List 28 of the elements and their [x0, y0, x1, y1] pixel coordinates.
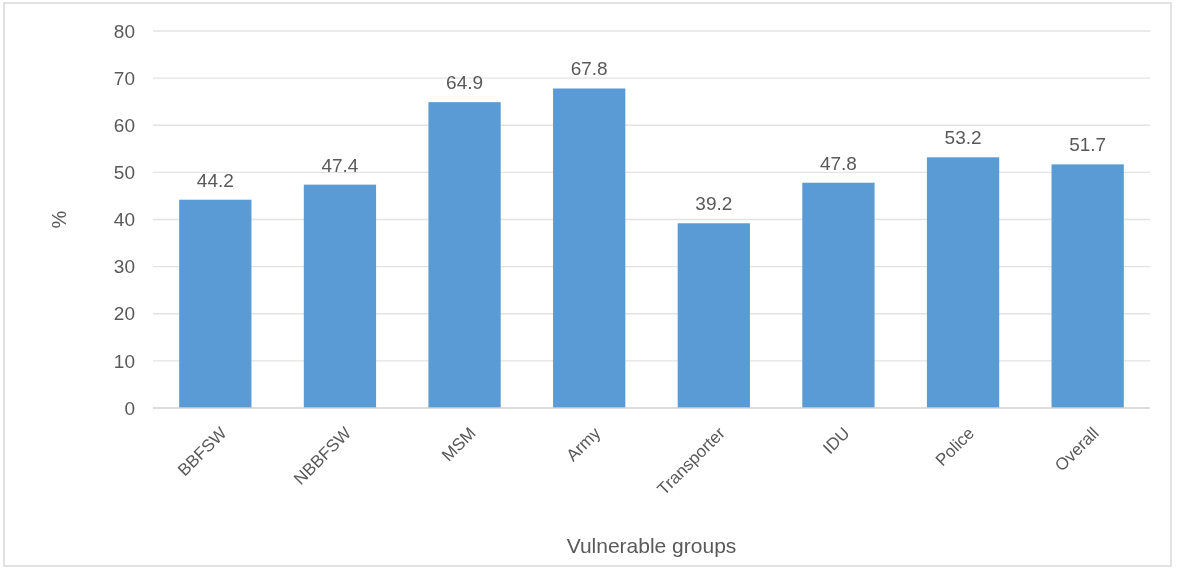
data-label: 64.9 — [446, 72, 484, 94]
data-label: 67.8 — [570, 58, 608, 80]
y-tick-label: 10 — [113, 350, 135, 372]
x-axis-title: Vulnerable groups — [566, 534, 737, 557]
bar — [428, 102, 501, 408]
y-tick-label: 30 — [113, 256, 135, 278]
data-label: 39.2 — [695, 193, 733, 215]
data-label: 44.2 — [196, 169, 234, 191]
y-tick-label: 50 — [113, 162, 135, 184]
data-label: 51.7 — [1069, 134, 1107, 156]
y-axis-title: % — [48, 210, 70, 229]
bar — [303, 184, 377, 408]
bar — [553, 88, 626, 408]
bar — [179, 199, 252, 408]
bar — [802, 182, 875, 408]
data-label: 47.8 — [819, 152, 857, 174]
bar — [926, 157, 1000, 408]
data-label: 47.4 — [321, 154, 359, 176]
y-tick-label: 0 — [124, 397, 135, 419]
y-tick-label: 40 — [113, 209, 135, 231]
x-tick-label: IDU — [819, 423, 854, 458]
bar — [677, 223, 750, 408]
y-tick-label: 20 — [113, 303, 135, 325]
bar — [1051, 164, 1124, 408]
y-tick-label: 80 — [113, 20, 135, 42]
data-label: 53.2 — [944, 127, 982, 149]
y-tick-label: 70 — [113, 67, 135, 89]
y-tick-label: 60 — [113, 114, 135, 136]
